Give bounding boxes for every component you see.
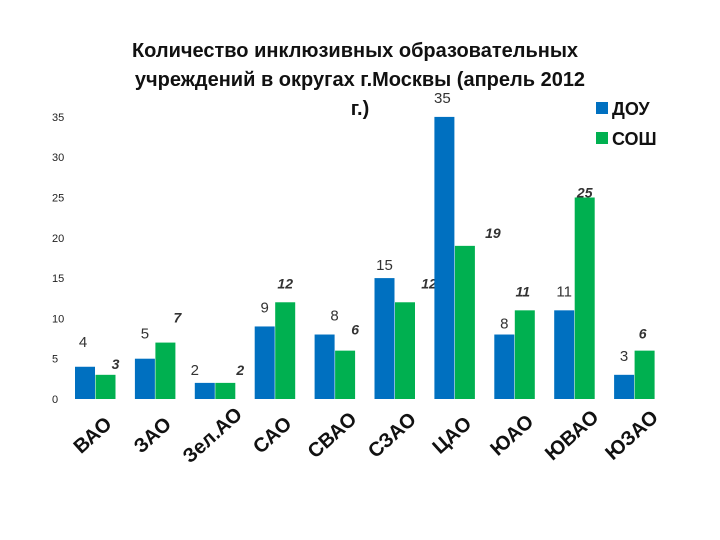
bar-dou [434, 116, 455, 400]
y-tick-label: 35 [52, 112, 64, 124]
legend: ДОУ СОШ [596, 99, 657, 149]
data-label-sosh: 6 [351, 322, 359, 338]
bar-dou [494, 334, 515, 399]
y-tick-label: 25 [52, 193, 64, 205]
data-label-sosh: 12 [277, 275, 293, 291]
data-label-sosh: 19 [485, 225, 501, 241]
y-tick-label: 10 [52, 313, 64, 325]
x-tick-label: ЗАО [130, 413, 176, 458]
data-label-dou: 35 [434, 90, 451, 107]
x-tick-label: СВАО [304, 408, 362, 463]
bar-dou [75, 366, 95, 399]
data-label-dou: 9 [261, 299, 269, 316]
data-label-sosh: 2 [235, 362, 244, 378]
data-label-dou: 11 [556, 283, 572, 300]
data-label-dou: 8 [330, 308, 338, 325]
x-tick-label: САО [249, 413, 296, 459]
y-axis: 0 5 10 15 20 25 30 35 [52, 112, 64, 406]
x-tick-label: СЗАО [364, 408, 421, 462]
x-tick-label: ВАО [70, 413, 117, 458]
bar-sosh [574, 197, 595, 399]
bar-sosh [335, 350, 356, 399]
bar-sosh [275, 302, 296, 399]
data-label-sosh: 11 [516, 283, 531, 299]
x-tick-label: Зел.АО [179, 403, 247, 467]
data-label-dou: 4 [79, 334, 87, 351]
data-label-dou: 15 [376, 257, 393, 274]
chart-title: Количество инклюзивных образовательных у… [132, 40, 585, 120]
chart-title-line-1: Количество инклюзивных образовательных [132, 40, 578, 62]
x-tick-label: ЦАО [429, 413, 477, 459]
bar-sosh [514, 310, 535, 399]
y-tick-label: 0 [52, 394, 58, 406]
data-label-sosh: 25 [576, 185, 593, 201]
y-tick-label: 20 [52, 233, 64, 245]
chart-title-line-3: г.) [351, 98, 370, 120]
bar-sosh [155, 342, 176, 399]
bar-dou [254, 326, 275, 399]
bar-sosh [95, 374, 116, 399]
bar-dou [374, 278, 395, 399]
bar-dou [554, 310, 575, 399]
data-label-dou: 3 [620, 348, 628, 365]
data-label-dou: 8 [500, 316, 508, 333]
legend-label-sosh: СОШ [612, 129, 657, 149]
data-label-dou: 5 [141, 326, 149, 343]
bar-dou [134, 358, 155, 399]
x-tick-label: ЮВАО [541, 406, 603, 465]
bar-dou [314, 334, 335, 399]
data-label-sosh: 6 [639, 326, 647, 342]
bar-dou [614, 374, 635, 399]
legend-swatch-sosh [596, 132, 608, 144]
chart-title-line-2: учреждений в округах г.Москвы (апрель 20… [135, 69, 585, 91]
legend-swatch-dou [596, 102, 608, 114]
y-tick-label: 5 [52, 354, 58, 366]
y-tick-label: 30 [52, 152, 64, 164]
bar-sosh [395, 302, 415, 399]
bar-sosh [454, 245, 475, 399]
bar-dou [194, 382, 215, 399]
legend-label-dou: ДОУ [612, 99, 650, 119]
data-label-sosh: 3 [112, 356, 120, 372]
x-tick-label: ЮАО [486, 411, 538, 461]
data-label-sosh: 12 [421, 275, 437, 291]
bar-sosh [634, 350, 655, 399]
data-label-dou: 2 [191, 362, 199, 379]
y-tick-label: 15 [52, 273, 64, 285]
x-tick-label: ЮЗАО [601, 406, 662, 464]
data-label-sosh: 7 [174, 310, 183, 326]
bar-sosh [215, 382, 236, 399]
